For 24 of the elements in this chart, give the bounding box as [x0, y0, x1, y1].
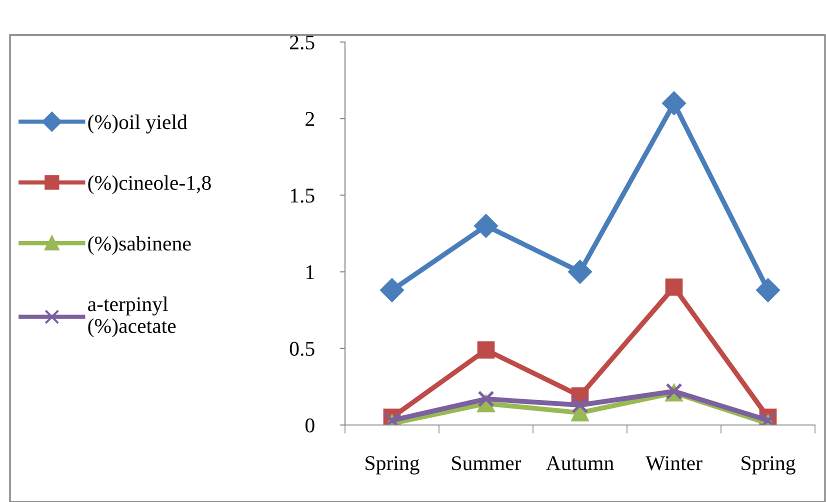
y-tick-label: 2 — [306, 112, 314, 126]
legend-label: (%)oil yield — [88, 114, 188, 134]
legend-label: (%)cineole-1,8 — [88, 175, 211, 194]
legend-label: a-terpinyl (%)acetate — [88, 296, 176, 338]
y-tick-label: 0.5 — [290, 342, 314, 356]
y-tick-label: 2.5 — [290, 35, 314, 50]
legend-label: (%)sabinene — [88, 236, 191, 255]
point — [572, 396, 588, 414]
point — [474, 214, 498, 238]
point — [756, 278, 780, 302]
y-tick-label: 1 — [306, 265, 314, 280]
point — [477, 341, 495, 359]
x-tick-label: Spring — [366, 456, 420, 474]
point — [568, 260, 592, 284]
point — [478, 390, 494, 408]
point — [662, 91, 686, 116]
y-tick-label: 1.5 — [290, 188, 314, 203]
x-tick-label: Summer — [452, 456, 522, 470]
point — [665, 278, 683, 296]
x-tick-label: Winter — [646, 456, 702, 470]
x-tick-label: Spring — [742, 456, 796, 474]
y-tick-label: 0 — [306, 418, 314, 432]
point — [380, 278, 404, 302]
x-tick-label: Autumn — [546, 456, 614, 470]
